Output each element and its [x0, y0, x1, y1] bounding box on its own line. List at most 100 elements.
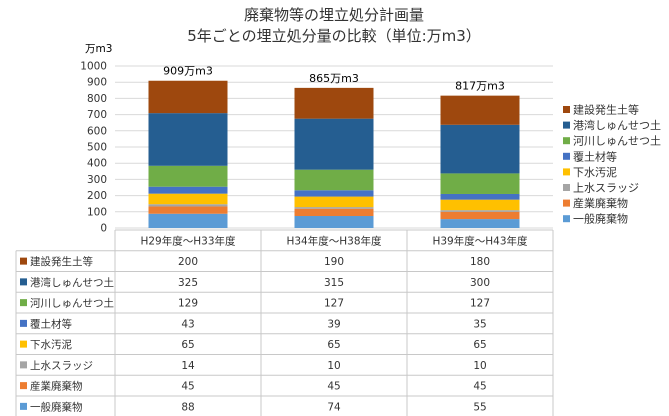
table-cell-7-2: 55: [473, 401, 486, 413]
table-row-swatch-6: [20, 382, 27, 390]
table-cell-6-0: 45: [181, 381, 194, 393]
table-row-swatch-7: [20, 402, 27, 410]
table-row-label-2: 河川しゅんせつ土: [30, 297, 114, 310]
bar-segment-0-6: [148, 113, 228, 166]
bar-segment-2-5: [440, 173, 520, 194]
table-cell-0-2: 180: [470, 256, 490, 268]
table-row-label-3: 覆土材等: [30, 317, 72, 330]
table-cell-1-1: 315: [324, 277, 344, 289]
legend-swatch-7: [563, 215, 570, 223]
bar-segment-2-7: [440, 95, 520, 125]
legend-label-1: 港湾しゅんせつ土: [573, 118, 661, 132]
table-row-swatch-3: [20, 319, 27, 327]
bar-total-label-2: 817万m3: [455, 80, 505, 93]
table-cell-3-2: 35: [473, 318, 486, 330]
y-tick-label-4: 400: [87, 158, 107, 170]
bar-segment-1-1: [294, 208, 374, 217]
chart-title: 廃棄物等の埋立処分計画量: [244, 6, 424, 24]
table-row-swatch-2: [20, 299, 27, 307]
bar-total-label-1: 865万m3: [309, 72, 359, 85]
table-cell-1-2: 300: [470, 277, 490, 289]
bar-segment-1-4: [294, 190, 374, 197]
table-cell-7-0: 88: [181, 401, 194, 413]
table-cell-5-2: 10: [473, 360, 486, 372]
table-cell-5-1: 10: [327, 360, 340, 372]
legend-label-7: 一般廃棄物: [573, 212, 628, 226]
legend-swatch-5: [563, 184, 570, 191]
bar-segment-0-5: [148, 165, 228, 187]
table-cell-4-0: 65: [181, 339, 194, 351]
table-cell-5-0: 14: [181, 360, 195, 372]
table-row-label-7: 一般廃棄物: [30, 400, 83, 413]
legend-label-3: 覆土材等: [573, 149, 617, 163]
table-row-label-1: 港湾しゅんせつ土: [30, 276, 114, 289]
table-row-label-0: 建設発生土等: [30, 255, 93, 268]
table-cell-2-1: 127: [324, 298, 344, 310]
bar-segment-0-0: [148, 213, 228, 228]
table-cell-4-1: 65: [327, 339, 340, 351]
legend-swatch-2: [563, 137, 570, 145]
legend-swatch-3: [563, 152, 570, 160]
category-label-2: H39年度～H43年度: [432, 234, 528, 247]
bar-total-label-0: 909万m3: [163, 65, 213, 78]
table-row-label-6: 産業廃棄物: [30, 380, 83, 393]
table-cell-0-0: 200: [178, 256, 198, 268]
legend-swatch-0: [563, 106, 570, 113]
y-tick-label-0: 0: [100, 223, 107, 235]
legend-swatch-4: [563, 168, 570, 176]
table-cell-4-2: 65: [473, 339, 486, 351]
bar-segment-1-5: [294, 169, 374, 191]
bar-segment-1-3: [294, 196, 374, 208]
bar-segment-1-6: [294, 118, 374, 170]
bar-segment-2-4: [440, 193, 520, 200]
table-cell-7-1: 74: [327, 401, 341, 413]
legend-label-2: 河川しゅんせつ土: [573, 135, 661, 148]
y-tick-label-1: 100: [87, 206, 107, 218]
bar-segment-2-2: [440, 210, 520, 212]
bar-segment-0-7: [148, 80, 228, 114]
chart-subtitle: 5年ごとの埋立処分量の比較（単位:万m3）: [187, 27, 481, 45]
legend-label-0: 建設発生土等: [573, 103, 639, 117]
legend-swatch-6: [563, 199, 570, 207]
legend-label-5: 上水スラッジ: [573, 182, 639, 195]
table-row-swatch-4: [20, 340, 27, 348]
bar-segment-2-3: [440, 199, 520, 211]
bar-segment-2-1: [440, 211, 520, 220]
bar-segment-0-3: [148, 193, 228, 205]
table-cell-6-1: 45: [327, 381, 340, 393]
table-cell-3-1: 39: [327, 318, 340, 330]
table-cell-6-2: 45: [473, 381, 486, 393]
table-cell-2-0: 129: [178, 298, 198, 310]
y-tick-label-5: 500: [87, 142, 107, 154]
y-tick-label-8: 800: [87, 93, 107, 105]
y-tick-label-7: 700: [87, 109, 107, 121]
y-tick-label-2: 200: [87, 190, 107, 202]
bar-segment-1-7: [294, 87, 374, 119]
bar-segment-1-2: [294, 207, 374, 209]
table-cell-2-2: 127: [470, 298, 490, 310]
y-tick-label-3: 300: [87, 174, 107, 186]
bar-segment-0-4: [148, 186, 228, 194]
table-cell-0-1: 190: [324, 256, 344, 268]
table-cell-1-0: 325: [178, 277, 198, 289]
bar-segment-2-0: [440, 219, 520, 228]
y-axis-unit: 万m3: [85, 43, 112, 55]
category-label-1: H34年度～H38年度: [286, 234, 382, 247]
table-row-swatch-0: [20, 257, 27, 265]
legend-label-6: 産業廃棄物: [573, 196, 628, 210]
table-row-swatch-5: [20, 361, 27, 369]
y-tick-label-9: 900: [87, 77, 107, 89]
legend-label-4: 下水汚泥: [573, 166, 617, 179]
bars-layer: 909万m3 865万m3 817万m3: [148, 65, 520, 228]
table-cell-3-0: 43: [181, 318, 194, 330]
y-tick-label-10: 1000: [80, 61, 107, 73]
bar-segment-0-2: [148, 204, 228, 207]
bar-segment-2-6: [440, 124, 520, 174]
y-tick-label-6: 600: [87, 125, 107, 137]
table-row-swatch-1: [20, 278, 27, 286]
table-row-label-5: 上水スラッジ: [30, 360, 93, 372]
legend-swatch-1: [563, 121, 570, 129]
table-row-label-4: 下水汚泥: [30, 338, 72, 351]
